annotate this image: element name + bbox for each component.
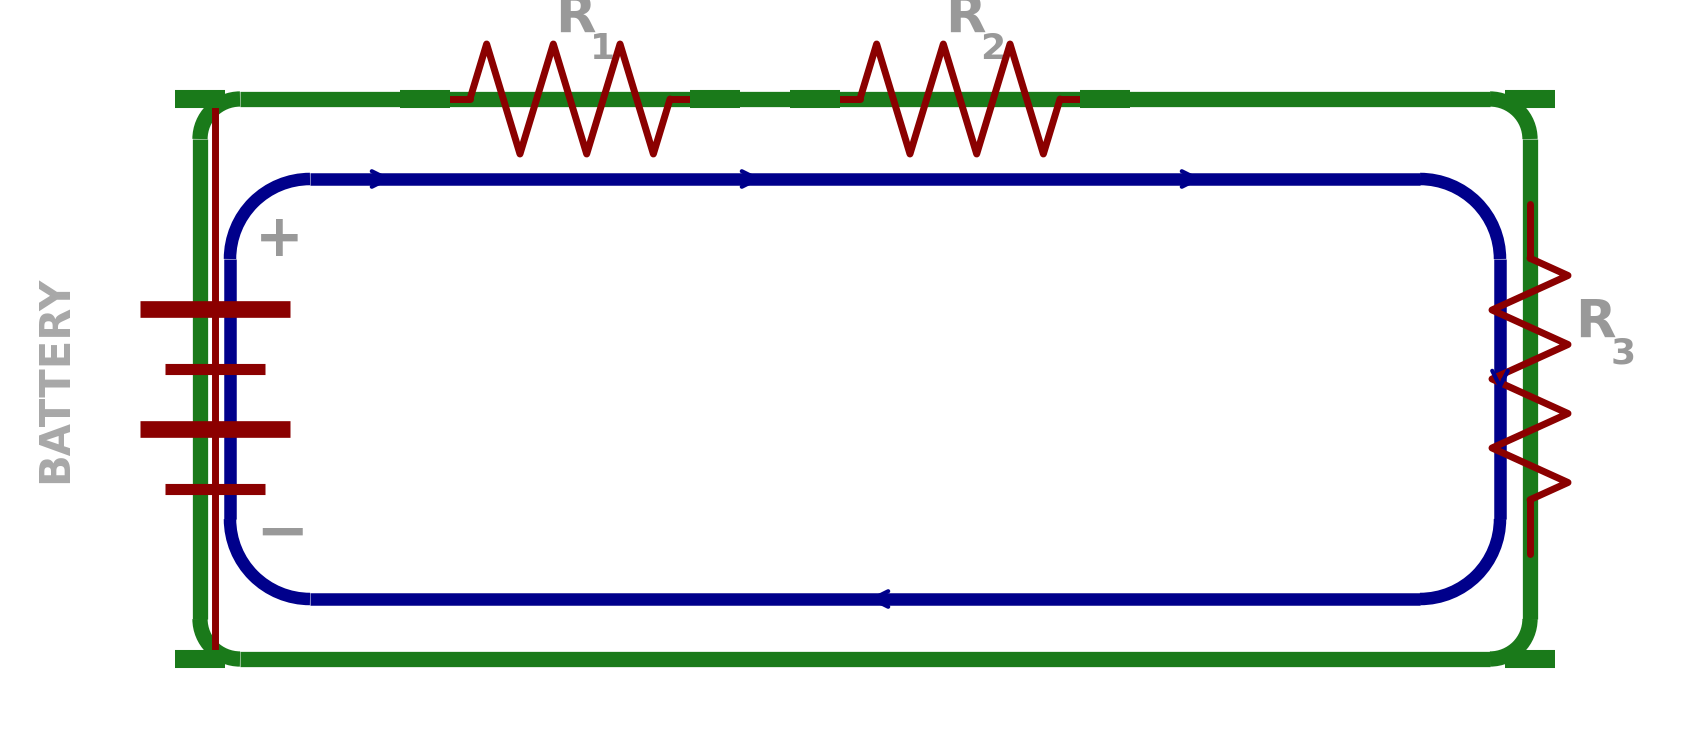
Text: +: + (255, 211, 304, 268)
Text: R: R (944, 0, 985, 44)
Text: 2: 2 (980, 32, 1005, 66)
Text: R: R (554, 0, 594, 44)
Text: R: R (1574, 297, 1615, 349)
Text: 1: 1 (591, 32, 615, 66)
Text: BATTERY: BATTERY (34, 276, 76, 483)
Text: 3: 3 (1610, 337, 1635, 371)
Text: −: − (255, 503, 309, 565)
